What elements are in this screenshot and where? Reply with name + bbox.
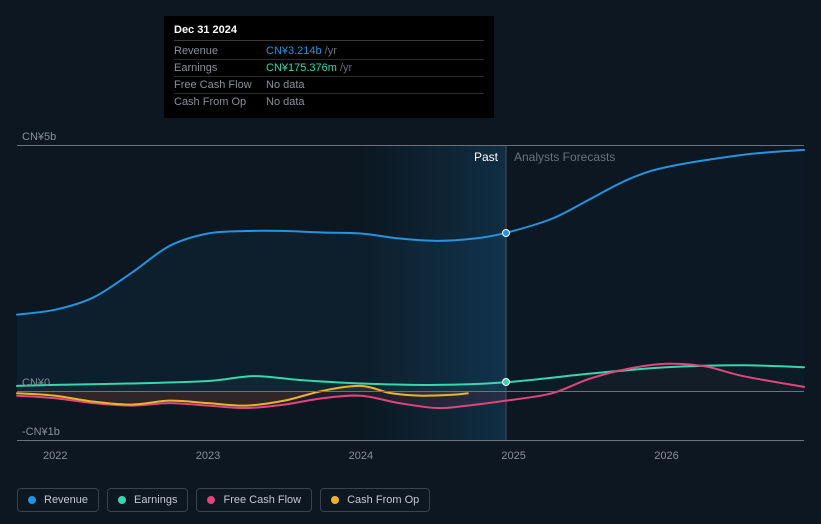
hover-marker (502, 378, 510, 386)
tooltip-row-label: Cash From Op (174, 96, 266, 108)
tooltip-date: Dec 31 2024 (174, 24, 484, 41)
forecast-section-label: Analysts Forecasts (514, 150, 615, 164)
x-axis-tick-label: 2023 (196, 450, 220, 462)
y-axis-tick-label: CN¥5b (22, 131, 56, 143)
tooltip-row: Cash From OpNo data (174, 94, 484, 110)
x-axis-tick-label: 2025 (501, 450, 525, 462)
legend-label: Revenue (44, 494, 88, 506)
legend-label: Earnings (134, 494, 177, 506)
tooltip-row-label: Free Cash Flow (174, 79, 266, 91)
legend-dot-icon (28, 496, 36, 504)
tooltip-row-value: CN¥3.214b/yr (266, 45, 484, 57)
legend-dot-icon (331, 496, 339, 504)
y-axis-tick-label: -CN¥1b (22, 426, 60, 438)
tooltip-row-value: CN¥175.376m/yr (266, 62, 484, 74)
tooltip-row: RevenueCN¥3.214b/yr (174, 43, 484, 60)
x-axis-tick-label: 2024 (349, 450, 373, 462)
chart-area[interactable]: -CN¥1b CN¥0 CN¥5b Past Analysts Forecasts (17, 125, 804, 445)
x-axis-tick-label: 2026 (654, 450, 678, 462)
tooltip-row-suffix: /yr (325, 45, 337, 57)
x-axis-labels: 2022 2023 2024 2025 2026 (17, 450, 804, 466)
y-axis-gridline (17, 440, 804, 441)
legend-dot-icon (118, 496, 126, 504)
tooltip-row-label: Earnings (174, 62, 266, 74)
y-axis-gridline (17, 145, 804, 146)
legend-item[interactable]: Earnings (107, 488, 188, 512)
legend: Revenue Earnings Free Cash Flow Cash From O… (17, 488, 430, 512)
tooltip-row-suffix: /yr (340, 62, 352, 74)
legend-dot-icon (207, 496, 215, 504)
chart-svg (17, 125, 804, 445)
tooltip-rows: RevenueCN¥3.214b/yrEarningsCN¥175.376m/y… (174, 43, 484, 110)
tooltip-row-label: Revenue (174, 45, 266, 57)
legend-label: Cash From Op (347, 494, 419, 506)
y-axis-tick-label: CN¥0 (22, 377, 50, 389)
legend-item[interactable]: Free Cash Flow (196, 488, 312, 512)
y-axis-gridline (17, 391, 804, 392)
tooltip-row-value: No data (266, 79, 484, 91)
legend-label: Free Cash Flow (223, 494, 301, 506)
tooltip-row: EarningsCN¥175.376m/yr (174, 60, 484, 77)
hover-tooltip: Dec 31 2024 RevenueCN¥3.214b/yrEarningsC… (164, 16, 494, 118)
tooltip-row: Free Cash FlowNo data (174, 77, 484, 94)
hover-marker (502, 229, 510, 237)
tooltip-row-value: No data (266, 96, 484, 108)
legend-item[interactable]: Cash From Op (320, 488, 430, 512)
past-section-label: Past (474, 150, 498, 164)
x-axis-tick-label: 2022 (43, 450, 67, 462)
legend-item[interactable]: Revenue (17, 488, 99, 512)
